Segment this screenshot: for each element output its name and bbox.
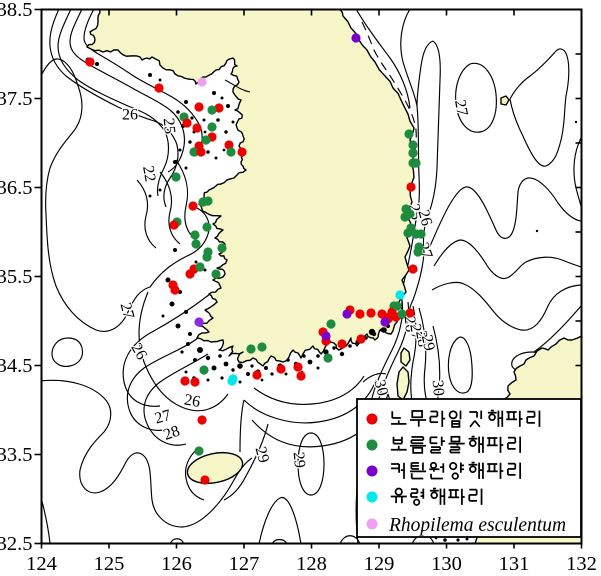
svg-text:131: 131 bbox=[499, 553, 530, 575]
svg-text:32.5: 32.5 bbox=[0, 533, 33, 555]
svg-text:37.5: 37.5 bbox=[0, 88, 33, 110]
svg-text:35.5: 35.5 bbox=[0, 266, 33, 288]
svg-text:34.5: 34.5 bbox=[0, 355, 33, 377]
svg-text:128: 128 bbox=[296, 553, 327, 575]
svg-text:130: 130 bbox=[431, 553, 462, 575]
svg-text:38.5: 38.5 bbox=[0, 0, 33, 21]
svg-text:29: 29 bbox=[290, 451, 308, 468]
svg-text:30: 30 bbox=[371, 378, 392, 398]
svg-text:124: 124 bbox=[26, 553, 57, 575]
svg-text:28: 28 bbox=[412, 330, 432, 349]
svg-text:126: 126 bbox=[161, 553, 192, 575]
svg-text:125: 125 bbox=[94, 553, 125, 575]
svg-text:127: 127 bbox=[229, 553, 260, 575]
svg-text:129: 129 bbox=[364, 553, 395, 575]
svg-text:27: 27 bbox=[117, 301, 138, 321]
svg-text:27: 27 bbox=[406, 323, 425, 341]
svg-text:33.5: 33.5 bbox=[0, 444, 33, 466]
svg-text:30: 30 bbox=[429, 379, 447, 396]
svg-text:25: 25 bbox=[160, 117, 178, 134]
svg-text:26: 26 bbox=[415, 208, 436, 228]
svg-text:27: 27 bbox=[451, 99, 471, 118]
svg-text:26: 26 bbox=[401, 315, 419, 332]
svg-text:27: 27 bbox=[153, 407, 173, 428]
svg-text:26: 26 bbox=[183, 391, 202, 411]
svg-text:Rhopilema esculentum: Rhopilema esculentum bbox=[388, 515, 566, 536]
svg-text:29: 29 bbox=[418, 333, 438, 352]
svg-text:26: 26 bbox=[122, 107, 138, 124]
svg-text:36.5: 36.5 bbox=[0, 177, 33, 199]
svg-text:29: 29 bbox=[252, 445, 273, 465]
svg-text:28: 28 bbox=[161, 422, 182, 443]
svg-text:22: 22 bbox=[139, 165, 159, 184]
svg-text:132: 132 bbox=[566, 553, 597, 575]
